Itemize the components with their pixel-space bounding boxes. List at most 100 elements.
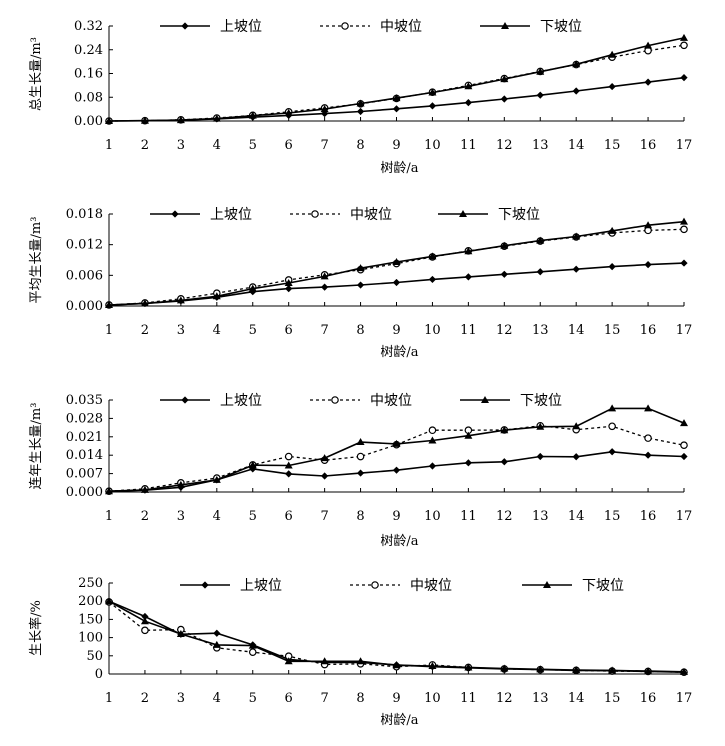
x-tick-label: 1 xyxy=(105,691,113,706)
legend-item-upper: 上坡位 xyxy=(180,578,282,594)
data-point-middle xyxy=(141,626,149,635)
x-tick-label: 5 xyxy=(249,691,257,706)
data-point-lower xyxy=(176,629,185,637)
data-point-upper xyxy=(500,95,508,103)
data-point-upper xyxy=(500,458,508,466)
data-point-lower xyxy=(356,438,365,446)
x-tick-label: 10 xyxy=(424,691,441,706)
x-tick-label: 6 xyxy=(285,323,293,338)
legend-label: 上坡位 xyxy=(220,393,262,409)
legend-item-lower: 下坡位 xyxy=(460,393,562,409)
data-point-upper xyxy=(356,107,365,116)
data-point-upper xyxy=(644,261,652,269)
y-axis-label: 生长率/% xyxy=(28,600,44,656)
x-tick-label: 3 xyxy=(177,509,185,524)
data-point-upper xyxy=(356,281,365,289)
x-axis-label: 树龄/a xyxy=(380,534,418,549)
data-point-lower xyxy=(105,117,113,124)
data-point-lower xyxy=(140,485,149,493)
x-tick-label: 11 xyxy=(460,509,477,524)
series-lower xyxy=(105,33,688,124)
legend-marker xyxy=(181,22,189,30)
x-tick-label: 10 xyxy=(424,509,441,524)
legend-marker xyxy=(311,210,319,218)
x-tick-label: 2 xyxy=(141,138,149,153)
x-tick-label: 11 xyxy=(460,691,477,706)
legend-item-middle: 中坡位 xyxy=(290,207,392,223)
legend-marker xyxy=(371,581,379,589)
data-point-lower xyxy=(572,422,581,430)
data-point-lower xyxy=(356,657,365,665)
x-tick-label: 15 xyxy=(604,691,621,706)
data-point-lower xyxy=(644,667,653,675)
y-tick-label: 0.007 xyxy=(66,467,103,482)
x-tick-label: 4 xyxy=(213,509,221,524)
x-tick-label: 17 xyxy=(676,323,693,338)
x-tick-label: 14 xyxy=(568,509,585,524)
legend-label: 下坡位 xyxy=(498,207,540,223)
data-point-upper xyxy=(285,285,293,293)
legend-item-lower: 下坡位 xyxy=(522,578,624,594)
x-tick-label: 9 xyxy=(392,691,400,706)
data-point-middle xyxy=(680,225,688,234)
data-point-lower xyxy=(392,94,401,102)
data-point-upper xyxy=(141,612,149,621)
data-point-middle xyxy=(644,434,652,442)
data-point-lower xyxy=(140,299,149,307)
legend-item-lower: 下坡位 xyxy=(480,19,582,35)
data-point-lower xyxy=(248,284,257,292)
data-point-lower xyxy=(428,252,437,260)
legend: 上坡位 中坡位 下坡位 xyxy=(180,578,624,594)
data-point-lower xyxy=(176,116,185,124)
data-point-lower xyxy=(428,436,437,444)
x-tick-label: 6 xyxy=(285,691,293,706)
data-point-lower xyxy=(248,111,257,119)
chart-panel-1: 0.000.080.160.240.321 2 3 4 5 6 7 8 9 10 11 12 13 14 1… xyxy=(29,19,692,176)
legend-item-upper: 上坡位 xyxy=(160,19,262,35)
data-point-lower xyxy=(428,88,437,96)
x-tick-label: 4 xyxy=(213,691,221,706)
data-point-lower xyxy=(392,439,401,447)
y-tick-label: 0.018 xyxy=(66,207,103,222)
x-tick-label: 1 xyxy=(105,509,113,524)
x-tick-label: 16 xyxy=(640,509,657,524)
data-point-lower xyxy=(500,75,509,83)
x-tick-label: 13 xyxy=(532,138,549,153)
x-tick-label: 6 xyxy=(285,138,293,153)
data-point-lower xyxy=(500,664,509,672)
data-point-middle xyxy=(248,648,257,656)
x-tick-label: 2 xyxy=(141,509,149,524)
data-point-upper xyxy=(572,265,580,273)
x-tick-label: 11 xyxy=(460,323,477,338)
legend-label: 上坡位 xyxy=(210,207,252,223)
legend-label: 中坡位 xyxy=(380,19,422,35)
x-tick-label: 9 xyxy=(392,509,400,524)
x-tick-label: 7 xyxy=(320,509,328,524)
x-axis-label: 树龄/a xyxy=(380,345,418,360)
data-point-lower xyxy=(320,454,329,462)
legend-label: 下坡位 xyxy=(582,578,624,594)
series-lower xyxy=(105,404,688,495)
x-tick-label: 15 xyxy=(604,323,621,338)
x-axis-label: 树龄/a xyxy=(380,713,418,728)
data-point-lower xyxy=(392,258,401,266)
data-point-upper xyxy=(536,91,544,99)
data-point-upper xyxy=(500,270,508,278)
data-point-lower xyxy=(680,217,688,225)
data-point-lower xyxy=(284,279,293,286)
legend-label: 上坡位 xyxy=(240,578,282,594)
data-point-lower xyxy=(248,641,257,649)
data-point-upper xyxy=(321,283,329,291)
data-point-lower xyxy=(140,116,149,124)
y-tick-label: 150 xyxy=(78,612,103,627)
y-tick-label: 250 xyxy=(78,576,103,591)
legend-marker xyxy=(501,22,509,29)
data-point-lower xyxy=(572,60,581,68)
data-point-upper xyxy=(680,74,688,82)
data-point-lower xyxy=(105,300,113,308)
x-tick-label: 8 xyxy=(356,509,364,524)
data-point-upper xyxy=(392,466,401,474)
data-point-lower xyxy=(464,663,473,671)
